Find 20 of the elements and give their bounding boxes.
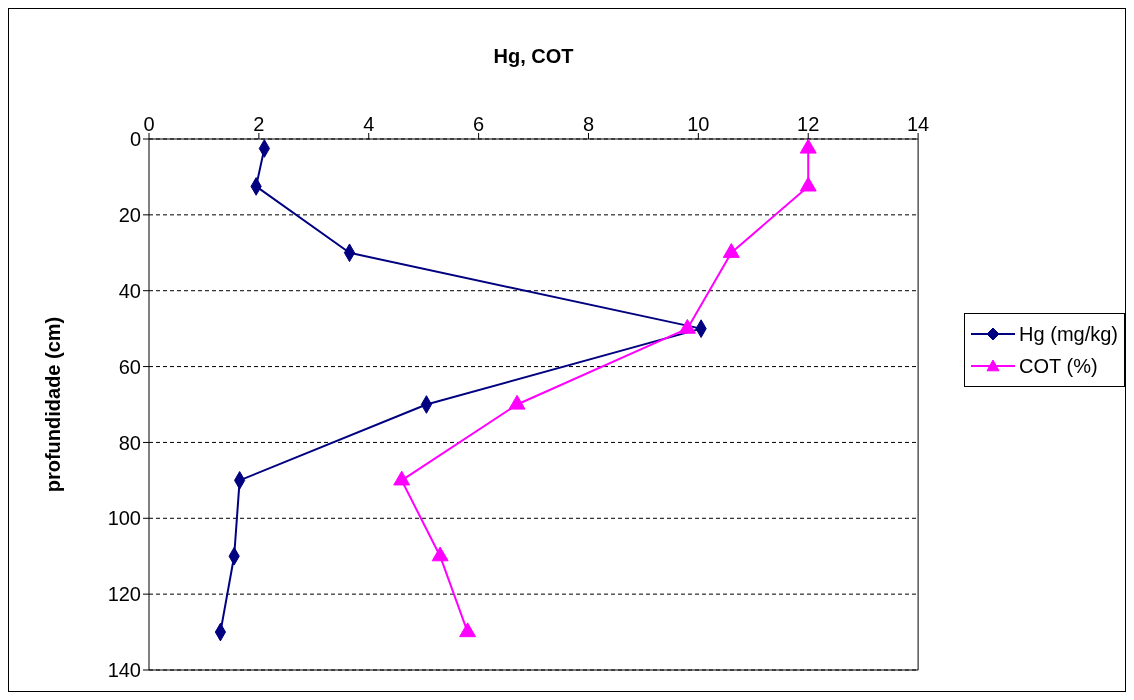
x-tick-label: 2	[253, 113, 265, 135]
y-axis-title: profundidade (cm)	[42, 316, 65, 493]
x-tick-label: 0	[143, 113, 155, 135]
x-tick-label: 6	[473, 113, 485, 135]
x-tick-label: 10	[687, 113, 710, 135]
x-tick-label: 14	[906, 113, 930, 135]
y-tick-label: 60	[118, 355, 141, 378]
x-axis-title: Hg, COT	[493, 45, 574, 68]
legend-label: COT (%)	[1019, 354, 1098, 378]
legend-label: Hg (mg/kg)	[1019, 322, 1118, 346]
x-tick-label: 4	[363, 113, 375, 135]
y-tick-label: 40	[118, 279, 141, 302]
x-tick-label: 12	[797, 113, 820, 135]
x-tick-label: 8	[582, 113, 595, 135]
y-tick-label: 120	[107, 583, 141, 606]
y-tick-label: 100	[107, 507, 141, 530]
y-tick-label: 80	[118, 431, 141, 454]
y-tick-label: 0	[129, 128, 141, 151]
y-tick-label: 20	[118, 203, 141, 226]
y-tick-label: 140	[107, 659, 141, 682]
